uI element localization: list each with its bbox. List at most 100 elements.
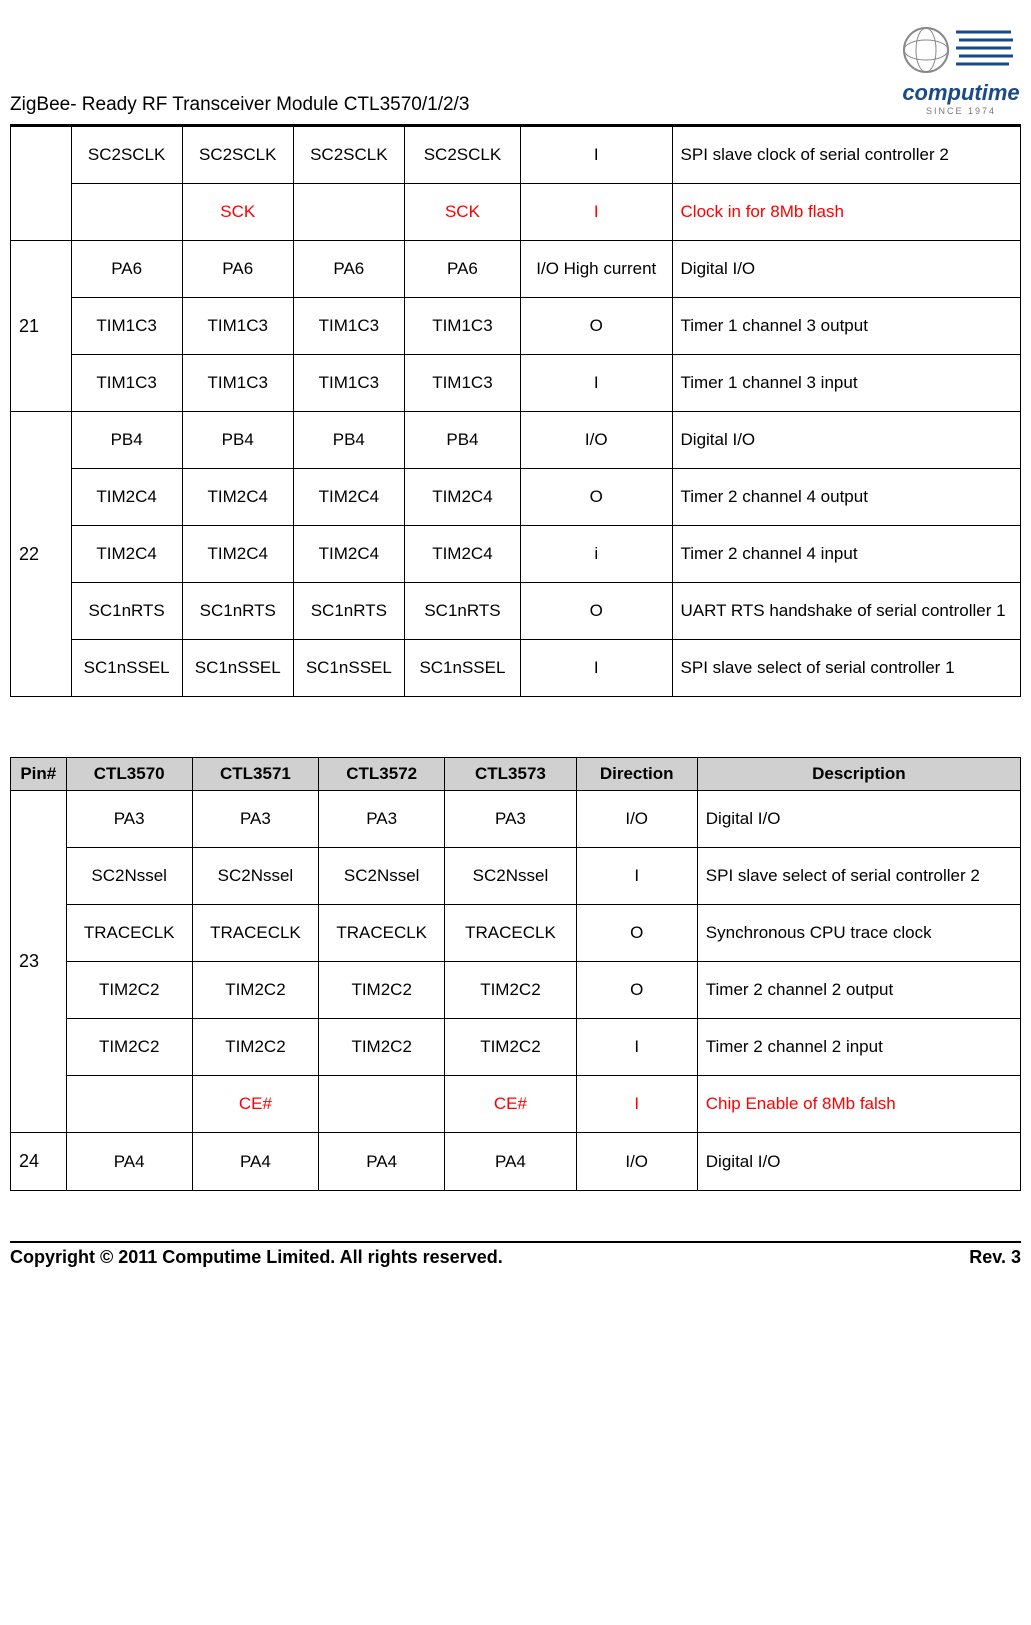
data-cell xyxy=(71,184,182,241)
data-cell: SC1nRTS xyxy=(404,583,520,640)
table-row: SC1nSSELSC1nSSELSC1nSSELSC1nSSELISPI sla… xyxy=(11,640,1021,697)
globe-icon xyxy=(901,20,1021,80)
column-header: CTL3572 xyxy=(319,758,445,791)
data-cell: TIM1C3 xyxy=(71,298,182,355)
description-cell: Chip Enable of 8Mb falsh xyxy=(697,1076,1020,1133)
data-cell: I xyxy=(576,848,697,905)
data-cell: PB4 xyxy=(71,412,182,469)
data-cell xyxy=(319,1076,445,1133)
data-cell: SCK xyxy=(182,184,293,241)
data-cell: TRACECLK xyxy=(445,905,576,962)
data-cell: TIM2C2 xyxy=(192,962,318,1019)
table-row: TIM2C4TIM2C4TIM2C4TIM2C4OTimer 2 channel… xyxy=(11,469,1021,526)
data-cell: CE# xyxy=(445,1076,576,1133)
pin-number-cell: 21 xyxy=(11,241,72,412)
data-cell: TIM1C3 xyxy=(182,298,293,355)
data-cell: CE# xyxy=(192,1076,318,1133)
column-header: CTL3570 xyxy=(66,758,192,791)
data-cell: I xyxy=(521,127,673,184)
company-logo: computime SINCE 1974 xyxy=(901,20,1021,116)
data-cell: O xyxy=(576,962,697,1019)
data-cell: TIM2C2 xyxy=(319,962,445,1019)
data-cell: TIM2C4 xyxy=(404,526,520,583)
table-row: CE#CE#IChip Enable of 8Mb falsh xyxy=(11,1076,1021,1133)
description-cell: SPI slave clock of serial controller 2 xyxy=(672,127,1020,184)
data-cell: TRACECLK xyxy=(319,905,445,962)
pin-number-cell: 22 xyxy=(11,412,72,697)
data-cell: PA6 xyxy=(182,241,293,298)
data-cell: I xyxy=(576,1076,697,1133)
copyright-text: Copyright © 2011 Computime Limited. All … xyxy=(10,1247,503,1268)
description-cell: UART RTS handshake of serial controller … xyxy=(672,583,1020,640)
data-cell: TIM2C2 xyxy=(445,1019,576,1076)
description-cell: Timer 1 channel 3 input xyxy=(672,355,1020,412)
table-row: TIM2C2TIM2C2TIM2C2TIM2C2OTimer 2 channel… xyxy=(11,962,1021,1019)
table-row: 22PB4PB4PB4PB4I/ODigital I/O xyxy=(11,412,1021,469)
data-cell: SC2Nssel xyxy=(66,848,192,905)
description-cell: Digital I/O xyxy=(697,1133,1020,1191)
column-header: CTL3573 xyxy=(445,758,576,791)
data-cell: PA4 xyxy=(192,1133,318,1191)
table-row: 21PA6PA6PA6PA6I/O High currentDigital I/… xyxy=(11,241,1021,298)
data-cell: PA6 xyxy=(293,241,404,298)
table-row: SC2SCLKSC2SCLKSC2SCLKSC2SCLKISPI slave c… xyxy=(11,127,1021,184)
data-cell: I xyxy=(521,184,673,241)
data-cell: I xyxy=(521,355,673,412)
data-cell: PB4 xyxy=(404,412,520,469)
data-cell xyxy=(293,184,404,241)
data-cell: O xyxy=(521,469,673,526)
data-cell: TIM2C4 xyxy=(71,526,182,583)
data-cell: SCK xyxy=(404,184,520,241)
data-cell: SC2SCLK xyxy=(404,127,520,184)
data-cell: PA6 xyxy=(71,241,182,298)
data-cell: TIM1C3 xyxy=(182,355,293,412)
data-cell: SC1nRTS xyxy=(293,583,404,640)
data-cell: I xyxy=(576,1019,697,1076)
data-cell: SC1nSSEL xyxy=(71,640,182,697)
data-cell: I xyxy=(521,640,673,697)
table-row: SC1nRTSSC1nRTSSC1nRTSSC1nRTSOUART RTS ha… xyxy=(11,583,1021,640)
table-row: SCKSCKIClock in for 8Mb flash xyxy=(11,184,1021,241)
data-cell: SC1nSSEL xyxy=(404,640,520,697)
data-cell: TIM2C2 xyxy=(192,1019,318,1076)
data-cell: SC2SCLK xyxy=(71,127,182,184)
data-cell: TIM1C3 xyxy=(293,298,404,355)
description-cell: Timer 2 channel 2 output xyxy=(697,962,1020,1019)
data-cell: TRACECLK xyxy=(66,905,192,962)
data-cell: PA6 xyxy=(404,241,520,298)
data-cell: O xyxy=(521,583,673,640)
data-cell: SC2SCLK xyxy=(182,127,293,184)
pin-table-1: SC2SCLKSC2SCLKSC2SCLKSC2SCLKISPI slave c… xyxy=(10,126,1021,697)
data-cell: PA3 xyxy=(319,791,445,848)
logo-subtext: SINCE 1974 xyxy=(901,106,1021,116)
description-cell: Clock in for 8Mb flash xyxy=(672,184,1020,241)
description-cell: Digital I/O xyxy=(697,791,1020,848)
pin-number-cell xyxy=(11,127,72,241)
data-cell: I/O xyxy=(576,791,697,848)
table-row: SC2NsselSC2NsselSC2NsselSC2NsselISPI sla… xyxy=(11,848,1021,905)
logo-text: computime xyxy=(901,80,1021,106)
data-cell: SC1nRTS xyxy=(182,583,293,640)
data-cell: TIM2C4 xyxy=(71,469,182,526)
description-cell: Digital I/O xyxy=(672,241,1020,298)
description-cell: Timer 1 channel 3 output xyxy=(672,298,1020,355)
data-cell: SC1nRTS xyxy=(71,583,182,640)
description-cell: Timer 2 channel 2 input xyxy=(697,1019,1020,1076)
description-cell: Timer 2 channel 4 output xyxy=(672,469,1020,526)
table-row: TIM1C3TIM1C3TIM1C3TIM1C3OTimer 1 channel… xyxy=(11,298,1021,355)
data-cell: TIM2C4 xyxy=(293,469,404,526)
data-cell: TIM2C4 xyxy=(182,469,293,526)
data-cell: O xyxy=(576,905,697,962)
data-cell: SC2Nssel xyxy=(192,848,318,905)
data-cell: SC1nSSEL xyxy=(182,640,293,697)
table-row: TRACECLKTRACECLKTRACECLKTRACECLKOSynchro… xyxy=(11,905,1021,962)
page-header: ZigBee- Ready RF Transceiver Module CTL3… xyxy=(10,20,1021,116)
revision-text: Rev. 3 xyxy=(969,1247,1021,1268)
pin-table-2: Pin#CTL3570CTL3571CTL3572CTL3573Directio… xyxy=(10,757,1021,1191)
data-cell xyxy=(66,1076,192,1133)
description-cell: SPI slave select of serial controller 2 xyxy=(697,848,1020,905)
data-cell: PA3 xyxy=(445,791,576,848)
data-cell: I/O xyxy=(576,1133,697,1191)
data-cell: TIM1C3 xyxy=(71,355,182,412)
data-cell: SC2SCLK xyxy=(293,127,404,184)
